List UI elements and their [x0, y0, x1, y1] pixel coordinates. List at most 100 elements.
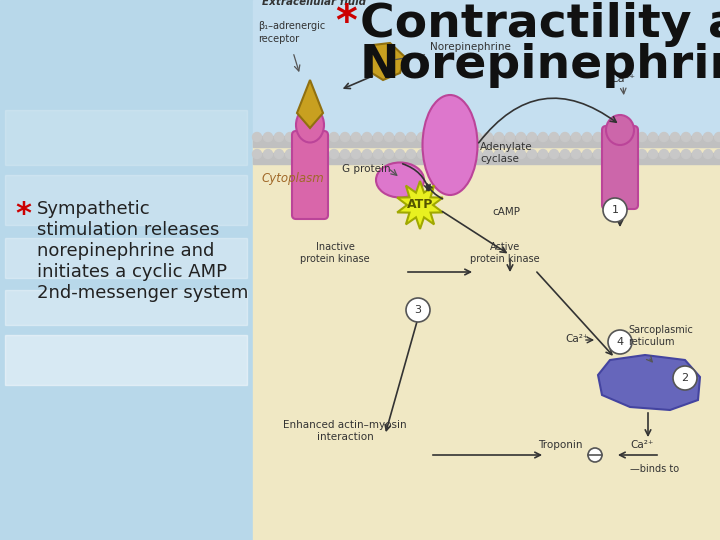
Text: G protein: G protein — [342, 164, 391, 174]
Circle shape — [616, 132, 624, 141]
Circle shape — [253, 132, 261, 141]
Circle shape — [703, 150, 713, 159]
Text: cAMP: cAMP — [492, 207, 520, 217]
Circle shape — [330, 132, 338, 141]
Circle shape — [505, 132, 515, 141]
Text: 1: 1 — [611, 205, 618, 215]
Ellipse shape — [296, 107, 324, 143]
Circle shape — [253, 150, 261, 159]
Ellipse shape — [376, 163, 424, 198]
Circle shape — [462, 150, 470, 159]
Bar — [5, 110, 247, 165]
Circle shape — [505, 150, 515, 159]
Text: 4: 4 — [616, 337, 624, 347]
Circle shape — [605, 132, 613, 141]
Text: —binds to: —binds to — [630, 464, 679, 474]
Circle shape — [418, 150, 426, 159]
Text: Norepinephrine: Norepinephrine — [360, 43, 720, 88]
Circle shape — [274, 132, 284, 141]
Circle shape — [670, 150, 680, 159]
Circle shape — [264, 132, 272, 141]
Text: Cytoplasm: Cytoplasm — [262, 172, 325, 185]
Circle shape — [384, 150, 394, 159]
Text: 2: 2 — [681, 373, 688, 383]
Circle shape — [428, 132, 438, 141]
Circle shape — [649, 132, 657, 141]
Circle shape — [362, 132, 372, 141]
Circle shape — [549, 150, 559, 159]
Circle shape — [462, 132, 470, 141]
Circle shape — [608, 330, 632, 354]
Circle shape — [588, 448, 602, 462]
Circle shape — [572, 132, 580, 141]
Circle shape — [472, 132, 482, 141]
Text: ATP: ATP — [407, 199, 433, 212]
Circle shape — [439, 150, 449, 159]
Circle shape — [395, 132, 405, 141]
Circle shape — [374, 150, 382, 159]
Circle shape — [603, 198, 627, 222]
Circle shape — [406, 298, 430, 322]
Circle shape — [682, 132, 690, 141]
Ellipse shape — [423, 95, 477, 195]
Text: initiates a cyclic AMP: initiates a cyclic AMP — [37, 263, 227, 281]
Circle shape — [714, 150, 720, 159]
Circle shape — [318, 150, 328, 159]
Text: Sarcoplasmic
reticulum: Sarcoplasmic reticulum — [628, 325, 693, 347]
Circle shape — [428, 150, 438, 159]
Circle shape — [307, 132, 317, 141]
Circle shape — [407, 132, 415, 141]
Text: 2nd-messenger system: 2nd-messenger system — [37, 284, 248, 302]
Bar — [253, 0, 720, 155]
Circle shape — [682, 150, 690, 159]
Circle shape — [384, 132, 394, 141]
Circle shape — [318, 132, 328, 141]
Circle shape — [495, 150, 503, 159]
Text: 3: 3 — [415, 305, 421, 315]
Circle shape — [297, 150, 305, 159]
Circle shape — [637, 150, 647, 159]
Bar — [253, 140, 720, 540]
FancyBboxPatch shape — [292, 131, 328, 219]
Circle shape — [605, 150, 613, 159]
Circle shape — [418, 132, 426, 141]
Circle shape — [582, 150, 592, 159]
Text: Enhanced actin–myosin
interaction: Enhanced actin–myosin interaction — [283, 420, 407, 442]
Circle shape — [637, 132, 647, 141]
Circle shape — [593, 150, 603, 159]
Circle shape — [560, 150, 570, 159]
Circle shape — [616, 150, 624, 159]
Circle shape — [341, 132, 349, 141]
Circle shape — [549, 132, 559, 141]
Circle shape — [572, 150, 580, 159]
Bar — [5, 238, 247, 278]
Circle shape — [374, 132, 382, 141]
Circle shape — [693, 132, 701, 141]
Text: Adenylate
cyclase: Adenylate cyclase — [480, 141, 533, 164]
Circle shape — [516, 132, 526, 141]
Circle shape — [286, 150, 294, 159]
Circle shape — [274, 150, 284, 159]
Circle shape — [351, 150, 361, 159]
Circle shape — [539, 150, 547, 159]
Circle shape — [714, 132, 720, 141]
Ellipse shape — [606, 115, 634, 145]
Circle shape — [297, 132, 305, 141]
Circle shape — [341, 150, 349, 159]
Bar — [5, 335, 247, 385]
Circle shape — [407, 150, 415, 159]
Bar — [5, 290, 247, 325]
Circle shape — [539, 132, 547, 141]
Bar — [253, 136, 720, 147]
Circle shape — [626, 150, 636, 159]
Circle shape — [670, 132, 680, 141]
Circle shape — [264, 150, 272, 159]
Circle shape — [593, 132, 603, 141]
Circle shape — [472, 150, 482, 159]
Circle shape — [560, 132, 570, 141]
Text: norepinephrine and: norepinephrine and — [37, 242, 215, 260]
Text: Ca²⁺: Ca²⁺ — [610, 74, 635, 84]
Text: Extracellular fluid: Extracellular fluid — [262, 0, 366, 7]
Circle shape — [484, 150, 492, 159]
Text: β₁–adrenergic
receptor: β₁–adrenergic receptor — [258, 21, 325, 44]
